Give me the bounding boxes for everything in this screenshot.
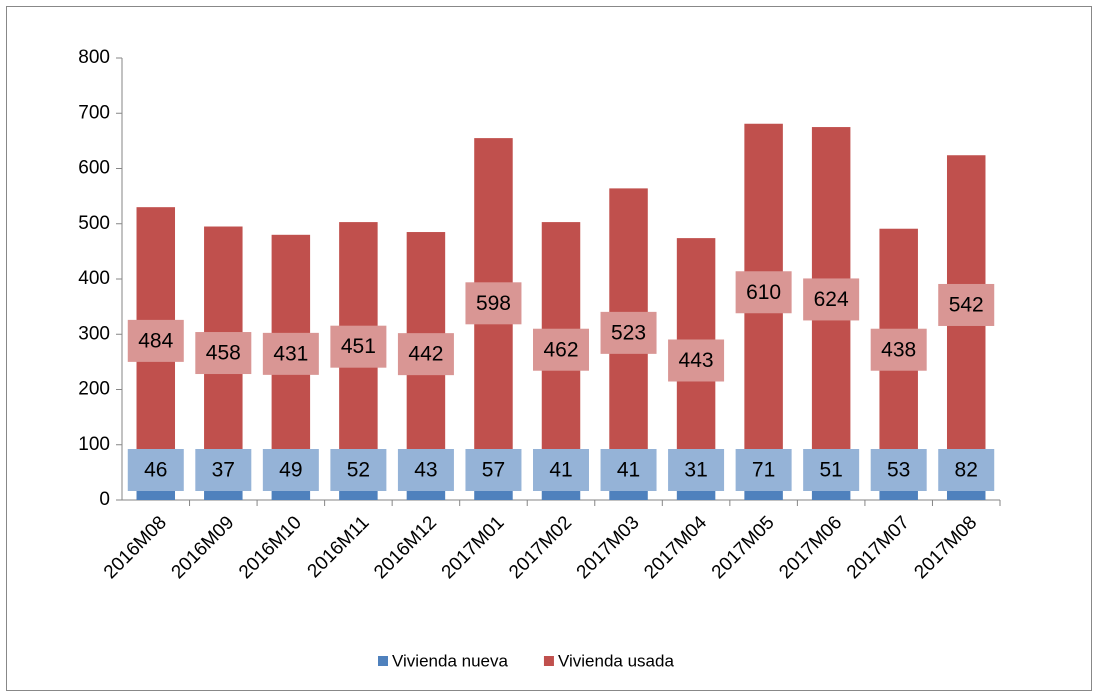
- data-label-box: [127, 319, 184, 362]
- data-label: 31: [684, 459, 707, 482]
- data-label-box: [668, 449, 725, 491]
- y-tick-label: 600: [78, 158, 110, 179]
- data-label: 41: [549, 459, 572, 482]
- data-label: 443: [679, 349, 714, 372]
- data-label: 431: [273, 342, 308, 365]
- data-label: 41: [617, 459, 640, 482]
- data-label: 37: [212, 459, 235, 482]
- data-label-box: [533, 328, 589, 371]
- y-tick-label: 500: [78, 213, 110, 234]
- data-label: 43: [414, 459, 437, 482]
- y-tick-label: 400: [78, 268, 110, 289]
- data-label: 484: [138, 329, 173, 352]
- data-label-box: [735, 271, 792, 314]
- data-label: 523: [611, 321, 646, 344]
- data-label-box: [330, 449, 387, 491]
- y-tick-label: 100: [78, 434, 110, 455]
- y-tick-label: 700: [78, 102, 110, 123]
- data-label-box: [533, 449, 589, 491]
- data-label: 451: [341, 335, 376, 358]
- legend-label: Vivienda usada: [558, 651, 674, 670]
- data-label-box: [397, 333, 454, 376]
- data-label-box: [870, 328, 927, 371]
- data-label-box: [465, 449, 522, 491]
- data-label-box: [330, 325, 387, 368]
- data-label: 598: [476, 292, 511, 315]
- data-label-box: [262, 449, 319, 491]
- data-label-box: [735, 449, 792, 491]
- data-label: 438: [881, 338, 916, 361]
- data-label: 82: [955, 459, 978, 482]
- y-tick-label: 800: [78, 47, 110, 68]
- data-label-box: [803, 449, 860, 491]
- data-label-box: [938, 283, 995, 326]
- data-label-box: [600, 449, 657, 491]
- data-label-box: [262, 332, 319, 375]
- data-label-box: [465, 282, 522, 325]
- data-label: 71: [752, 459, 775, 482]
- data-label-box: [668, 339, 725, 382]
- y-tick-label: 0: [99, 489, 110, 510]
- legend-swatch: [378, 656, 388, 666]
- legend-label: Vivienda nueva: [392, 651, 508, 670]
- data-label: 46: [144, 459, 167, 482]
- legend-swatch: [543, 656, 554, 666]
- data-label: 462: [543, 338, 578, 361]
- y-tick-label: 300: [78, 323, 110, 344]
- data-label: 53: [887, 459, 910, 482]
- data-label-box: [938, 449, 995, 491]
- data-label: 542: [949, 294, 984, 317]
- data-label: 624: [814, 288, 849, 311]
- data-label: 442: [408, 343, 443, 366]
- data-label: 610: [746, 281, 781, 304]
- data-label-box: [195, 449, 252, 491]
- data-label: 458: [206, 342, 241, 365]
- data-label: 51: [819, 459, 842, 482]
- data-label: 57: [482, 459, 505, 482]
- data-label-box: [195, 332, 252, 375]
- data-label: 49: [279, 459, 302, 482]
- data-label: 52: [347, 459, 370, 482]
- data-label-box: [870, 449, 927, 491]
- data-label-box: [600, 311, 657, 354]
- data-label-box: [803, 278, 860, 321]
- data-label-box: [397, 449, 454, 491]
- y-tick-label: 200: [78, 379, 110, 400]
- data-label-box: [127, 449, 184, 491]
